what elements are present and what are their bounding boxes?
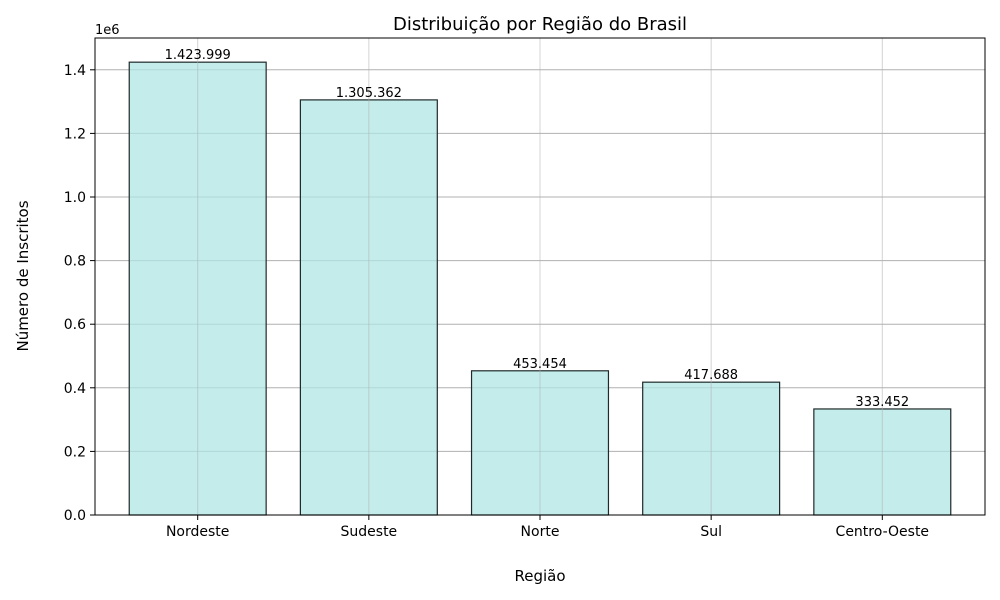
- data-label: 1.423.999: [165, 48, 231, 63]
- y-axis-label: Número de Inscritos: [14, 200, 32, 351]
- y-tick-label: 0.8: [64, 254, 86, 270]
- data-labels: 1.423.999 1.305.362 453.454 417.688 333.452: [165, 48, 910, 410]
- y-tick-label: 1.0: [64, 190, 86, 206]
- x-tick-label: Centro-Oeste: [836, 524, 930, 540]
- y-tick-label: 0.0: [64, 508, 86, 524]
- y-tick-label: 0.6: [64, 317, 86, 333]
- x-axis-ticks: Nordeste Sudeste Norte Sul Centro-Oeste: [166, 515, 929, 540]
- y-axis-ticks: 0.0 0.2 0.4 0.6 0.8 1.0 1.2 1.4: [64, 63, 95, 524]
- y-axis-offset-label: 1e6: [95, 23, 120, 38]
- x-axis-label: Região: [514, 567, 565, 585]
- data-label: 453.454: [513, 357, 567, 372]
- vertical-grid-lines: [197, 38, 883, 515]
- chart-title: Distribuição por Região do Brasil: [393, 14, 687, 35]
- x-tick-label: Sudeste: [341, 524, 398, 540]
- data-label: 1.305.362: [336, 86, 402, 101]
- data-label: 417.688: [684, 368, 738, 383]
- y-tick-label: 0.4: [64, 381, 86, 397]
- y-tick-label: 1.4: [64, 63, 86, 79]
- y-tick-label: 0.2: [64, 444, 86, 460]
- data-label: 333.452: [855, 395, 909, 410]
- x-tick-label: Nordeste: [166, 524, 229, 540]
- x-tick-label: Sul: [700, 524, 722, 540]
- x-tick-label: Norte: [521, 524, 560, 540]
- y-tick-label: 1.2: [64, 126, 86, 142]
